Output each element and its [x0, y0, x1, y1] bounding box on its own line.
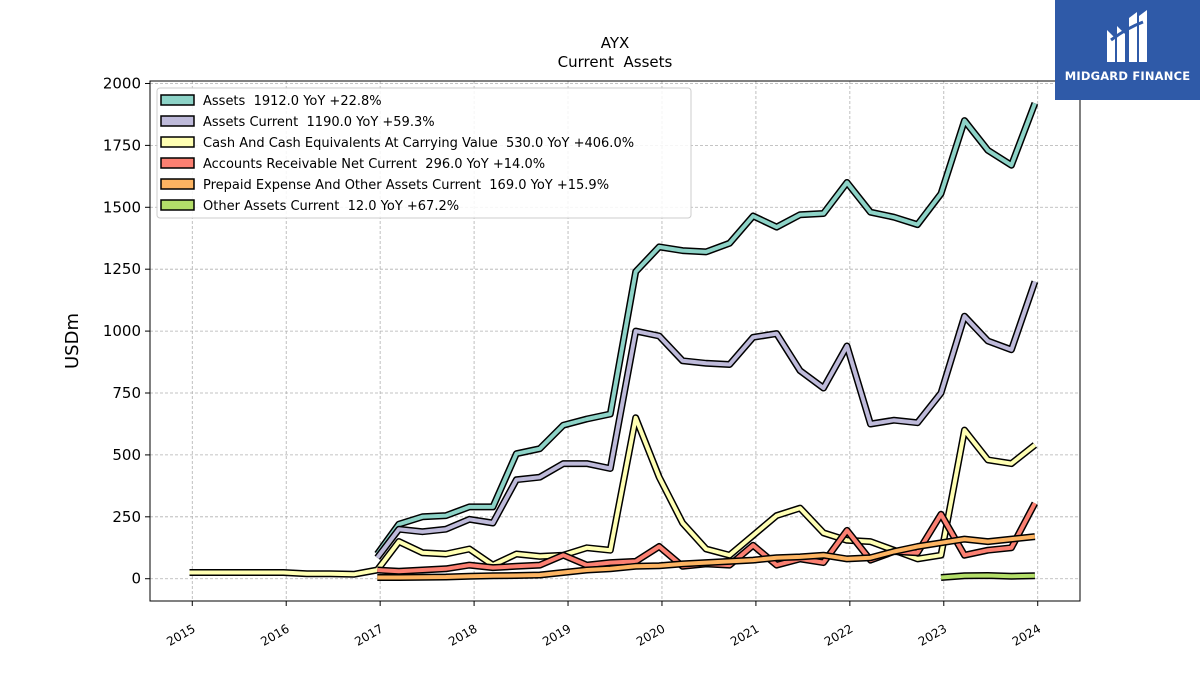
legend-label: Other Assets Current 12.0 YoY +67.2% — [203, 199, 459, 214]
series-assets-current — [374, 280, 1039, 560]
x-tick-label: 2016 — [258, 621, 291, 648]
y-tick-label: 1250 — [103, 260, 141, 278]
series-line — [377, 534, 1036, 580]
y-axis-label: USDm — [62, 313, 83, 369]
legend-label: Assets 1912.0 YoY +22.8% — [203, 94, 382, 109]
series-line — [375, 102, 1037, 556]
midgard-logo-icon — [1107, 10, 1147, 62]
legend-swatch — [160, 157, 195, 169]
series-assets — [374, 102, 1039, 557]
legend-label: Assets Current 1190.0 YoY +59.3% — [203, 115, 435, 130]
y-tick-label: 1500 — [103, 198, 141, 216]
legend-label: Prepaid Expense And Other Assets Current… — [203, 178, 609, 193]
legend-swatch — [160, 199, 195, 211]
x-tick-label: 2019 — [540, 621, 573, 648]
legend-swatch — [160, 136, 195, 148]
y-tick-label: 1750 — [103, 136, 141, 154]
legend-box — [156, 87, 692, 219]
legend-swatch — [160, 115, 195, 127]
y-tick-label: 2000 — [103, 74, 141, 92]
x-tick-label: 2020 — [634, 621, 667, 648]
y-tick-label: 0 — [131, 570, 141, 588]
legend: Assets 1912.0 YoY +22.8% Assets Current 1… — [156, 87, 692, 219]
logo-text: MIDGARD FINANCE — [1064, 69, 1191, 83]
series-line — [940, 573, 1035, 580]
x-tick-label: 2021 — [728, 621, 761, 648]
legend-swatch — [160, 178, 195, 190]
x-tick-label: 2022 — [822, 621, 855, 648]
plot-frame — [149, 80, 1081, 602]
series-prepaid-expense-and-other-assets-current — [377, 533, 1036, 581]
y-tick-label: 750 — [112, 384, 141, 402]
series-other-assets-current — [940, 572, 1035, 581]
y-tick-label: 250 — [112, 508, 141, 526]
y-axis: 0 250 500 750 1000 1250 1500 1750 2000 — [103, 74, 150, 588]
x-axis: 2015 2016 2017 2018 2019 2020 2021 2022 2023 2024 — [164, 601, 1043, 649]
series-line — [375, 280, 1037, 559]
x-tick-label: 2017 — [352, 621, 385, 648]
x-tick-label: 2024 — [1010, 621, 1043, 648]
y-tick-label: 1000 — [103, 322, 141, 340]
legend-swatch — [160, 94, 195, 106]
x-tick-label: 2023 — [916, 621, 949, 648]
legend-label: Accounts Receivable Net Current 296.0 Yo… — [203, 157, 545, 172]
x-tick-label: 2015 — [164, 621, 197, 648]
series-layer — [189, 102, 1039, 581]
x-tick-label: 2018 — [446, 621, 479, 648]
chart-subtitle: Current Assets — [558, 53, 673, 71]
legend-label: Cash And Cash Equivalents At Carrying Va… — [203, 136, 634, 151]
midgard-finance-logo: MIDGARD FINANCE — [1055, 0, 1200, 100]
chart-title: AYX — [601, 34, 630, 52]
y-tick-label: 500 — [112, 446, 141, 464]
